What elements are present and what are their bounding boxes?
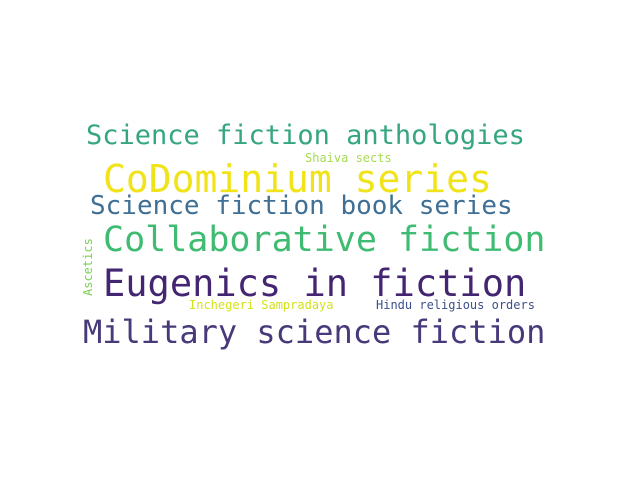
word-shaiva-sects: Shaiva sects xyxy=(305,151,392,165)
word-collaborative-fiction: Collaborative fiction xyxy=(103,220,546,260)
word-military-science-fiction: Military science fiction xyxy=(83,313,546,351)
word-science-fiction-anthologies: Science fiction anthologies xyxy=(86,120,525,151)
word-eugenics-in-fiction: Eugenics in fiction xyxy=(103,262,527,305)
word-codominium-series: CoDominium series xyxy=(103,157,492,201)
word-inchegeri-sampradaya: Inchegeri Sampradaya xyxy=(189,298,334,312)
word-science-fiction-book-series: Science fiction book series xyxy=(90,191,513,221)
word-ascetics: Ascetics xyxy=(81,238,95,296)
word-hindu-religious-orders: Hindu religious orders xyxy=(376,298,535,312)
